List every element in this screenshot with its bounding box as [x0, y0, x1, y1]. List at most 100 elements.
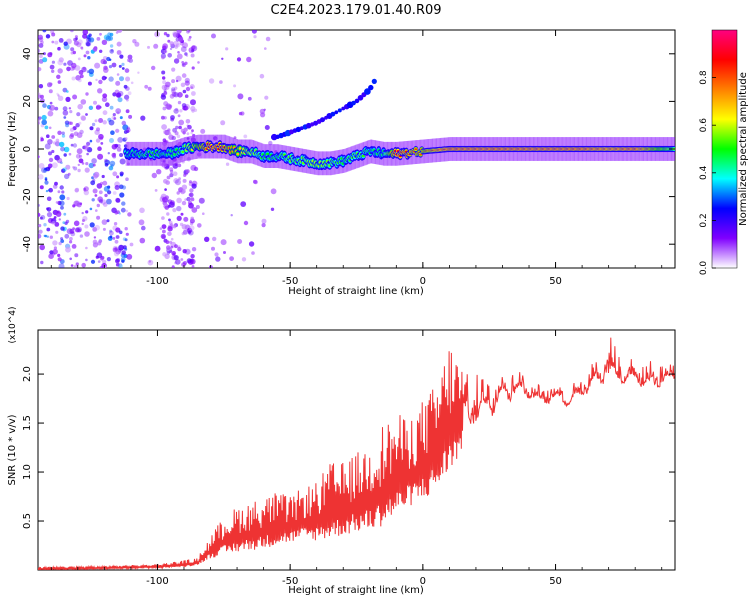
heatmap-cell — [169, 93, 175, 99]
heatmap-cell — [186, 132, 190, 136]
snr-y-tick-label: 2.0 — [22, 366, 33, 382]
heatmap-cell — [87, 81, 92, 86]
heatmap-cell — [127, 54, 133, 60]
heatmap-cell — [169, 249, 173, 253]
heatmap-cell — [66, 90, 69, 93]
heatmap-cell — [40, 260, 44, 265]
heatmap-cell — [179, 109, 183, 113]
heatmap-cell — [53, 246, 58, 250]
heatmap-cell — [55, 138, 60, 143]
heatmap-cell — [56, 74, 61, 80]
heatmap-cell — [108, 76, 114, 82]
heatmap-cell — [173, 255, 179, 261]
heatmap-cell — [92, 239, 98, 245]
heatmap-cell — [71, 66, 76, 70]
heatmap-cell — [60, 146, 65, 152]
heatmap-cell — [185, 169, 190, 174]
heatmap-cell — [69, 257, 72, 261]
heatmap-cell — [115, 198, 121, 203]
heatmap-cell — [253, 35, 257, 39]
heatmap-cell — [320, 117, 325, 123]
heatmap-cell — [83, 189, 90, 196]
heatmap-cell — [45, 34, 51, 39]
heatmap-cell — [64, 120, 70, 125]
heatmap-cell — [62, 106, 68, 112]
heatmap-cell — [85, 258, 88, 262]
heatmap-cell — [95, 78, 98, 82]
heatmap-cell — [167, 39, 171, 43]
heatmap-cell — [124, 137, 128, 141]
heatmap-cell — [121, 201, 126, 206]
heatmap-cell — [188, 182, 193, 186]
heatmap-cell — [98, 118, 104, 123]
heatmap-cell — [108, 65, 113, 69]
heatmap-cell — [108, 165, 114, 171]
heatmap-cell — [141, 225, 146, 231]
heatmap-cell — [96, 252, 103, 258]
heatmap-cell — [96, 215, 101, 220]
heatmap-cell — [109, 235, 113, 239]
heatmap-cell — [68, 107, 72, 110]
heatmap-cell — [119, 171, 124, 176]
heatmap-cell — [173, 92, 179, 98]
heatmap-cell — [163, 49, 168, 54]
heatmap-cell — [211, 33, 216, 39]
heatmap-cell — [163, 32, 168, 36]
heatmap-cell — [65, 123, 70, 128]
heatmap-cell — [86, 141, 91, 146]
heatmap-cell — [173, 108, 179, 114]
heatmap-cell — [147, 45, 150, 49]
heatmap-cell — [55, 201, 59, 204]
heatmap-cell — [233, 84, 237, 88]
heatmap-cell — [81, 262, 86, 268]
snr-y-tick-label: 0.5 — [22, 513, 33, 529]
heatmap-cell — [98, 133, 104, 140]
heatmap-cell — [51, 40, 55, 44]
heatmap-cell — [171, 87, 176, 92]
heatmap-cell — [82, 219, 85, 222]
heatmap-cell — [354, 98, 360, 104]
heatmap-cell — [39, 216, 43, 220]
heatmap-cell — [51, 221, 56, 225]
heatmap-cell — [39, 185, 44, 190]
heatmap-cell — [38, 174, 44, 180]
heatmap-cell — [153, 43, 159, 49]
heatmap-cell — [42, 57, 48, 63]
heatmap-cell — [182, 229, 188, 235]
heatmap-cell — [67, 60, 73, 66]
heatmap-cell — [236, 57, 242, 62]
heatmap-cell — [181, 189, 186, 194]
heatmap-cell — [55, 230, 59, 234]
heatmap-cell — [243, 220, 249, 226]
heatmap-cell — [38, 212, 41, 217]
heatmap-cell — [44, 180, 49, 185]
heatmap-cell — [191, 91, 196, 96]
heatmap-cell — [190, 131, 193, 135]
colorbar-label: Normalized spectral amplitude — [738, 72, 749, 226]
heatmap-cell — [51, 60, 56, 64]
heatmap-cell — [71, 231, 74, 234]
heatmap-cell — [161, 115, 165, 120]
heatmap-cell — [125, 177, 129, 181]
heatmap-cell — [47, 139, 53, 145]
heatmap-cell — [87, 56, 91, 60]
heatmap-cell — [166, 104, 172, 110]
heatmap-cell — [62, 110, 69, 116]
heatmap-cell — [96, 183, 103, 189]
heatmap-cell — [106, 257, 111, 262]
heatmap-cell — [76, 148, 83, 155]
heatmap-cell — [251, 251, 255, 255]
heatmap-cell — [163, 91, 168, 96]
heatmap-cell — [43, 223, 47, 227]
heatmap-cell — [188, 229, 194, 236]
heatmap-cell — [69, 240, 73, 244]
heatmap-cell — [38, 84, 44, 89]
heatmap-cell — [63, 146, 70, 153]
heatmap-cell — [116, 147, 122, 152]
heatmap-cell — [47, 189, 51, 192]
heatmap-cell — [147, 259, 154, 266]
heatmap-cell — [178, 125, 182, 130]
heatmap-cell — [39, 244, 45, 251]
heatmap-cell — [170, 117, 175, 122]
heatmap-cell — [48, 163, 53, 169]
